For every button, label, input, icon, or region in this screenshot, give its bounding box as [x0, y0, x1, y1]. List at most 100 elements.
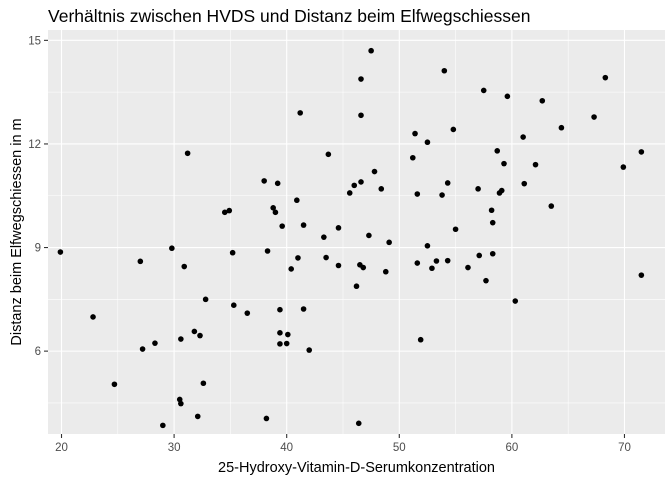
data-point: [424, 243, 431, 249]
data-point: [300, 222, 307, 228]
data-point: [539, 97, 546, 104]
data-point: [272, 209, 279, 216]
x-tick-label: 50: [393, 442, 406, 454]
data-point: [358, 179, 364, 185]
data-point: [160, 422, 166, 429]
data-point: [504, 93, 511, 100]
data-point: [498, 187, 505, 194]
data-point: [483, 277, 489, 284]
data-point: [294, 197, 300, 204]
data-point: [226, 207, 233, 214]
data-point: [602, 74, 609, 81]
data-point: [264, 248, 271, 254]
data-point: [414, 260, 421, 266]
data-point: [295, 255, 301, 261]
data-point: [325, 151, 332, 158]
data-point: [382, 268, 389, 275]
major-gridlines: [48, 30, 665, 434]
data-point: [386, 239, 392, 246]
data-point: [355, 420, 362, 427]
data-point: [558, 124, 565, 131]
data-point: [221, 209, 228, 216]
data-point: [417, 336, 424, 343]
data-point: [358, 112, 364, 119]
data-point: [476, 252, 483, 259]
y-tick-label: 9: [35, 243, 41, 255]
data-point: [475, 186, 481, 192]
data-point: [200, 380, 207, 387]
data-point: [521, 180, 528, 187]
data-point: [297, 110, 304, 116]
data-points: [57, 47, 645, 429]
data-point: [494, 148, 501, 154]
data-point: [274, 180, 281, 187]
x-tick-label: 20: [55, 442, 68, 454]
data-point: [306, 347, 313, 353]
data-point: [465, 264, 471, 271]
data-point: [548, 203, 555, 209]
data-point: [323, 254, 329, 261]
data-point: [520, 134, 526, 140]
data-point: [409, 154, 416, 161]
data-point: [229, 249, 236, 256]
data-point: [139, 346, 146, 352]
data-point: [501, 160, 507, 167]
data-point: [270, 205, 276, 211]
y-tick-label: 12: [28, 139, 41, 151]
data-point: [279, 223, 285, 229]
data-point: [194, 413, 201, 420]
data-point: [429, 265, 435, 272]
data-point: [137, 258, 144, 265]
data-point: [424, 139, 431, 146]
data-point: [300, 306, 307, 312]
data-point: [488, 207, 495, 214]
y-axis: 6 9 12 15: [28, 35, 48, 358]
data-point: [244, 310, 251, 316]
data-point: [532, 161, 539, 168]
plot-panel: [48, 30, 665, 434]
x-axis: 20 30 40 50 60 70: [55, 434, 631, 454]
data-point: [489, 250, 496, 257]
data-point: [263, 415, 270, 422]
x-tick-label: 30: [168, 442, 181, 454]
y-tick-label: 6: [35, 346, 41, 358]
x-tick-label: 70: [618, 442, 631, 454]
data-point: [283, 340, 290, 347]
data-point: [261, 178, 267, 184]
y-tick-label: 15: [28, 35, 41, 47]
data-point: [285, 331, 291, 338]
data-point: [441, 67, 448, 74]
data-point: [439, 192, 445, 198]
data-point: [378, 186, 385, 192]
data-point: [277, 306, 283, 313]
data-point: [638, 272, 645, 278]
x-tick-label: 40: [280, 442, 293, 454]
data-point: [351, 182, 358, 189]
data-point: [452, 226, 459, 233]
data-point: [202, 296, 209, 303]
data-point: [321, 234, 327, 240]
data-point: [152, 340, 158, 346]
data-point: [111, 381, 118, 388]
data-point: [346, 190, 353, 196]
data-point: [414, 191, 421, 197]
data-point: [368, 47, 374, 54]
data-point: [90, 314, 96, 320]
chart-title: Verhältnis zwischen HVDS und Distanz bei…: [48, 6, 531, 26]
data-point: [288, 266, 294, 272]
data-point: [169, 245, 175, 252]
data-point: [371, 168, 378, 175]
data-point: [57, 249, 64, 255]
data-point: [444, 180, 451, 186]
data-point: [277, 330, 283, 336]
data-point: [181, 263, 188, 270]
data-point: [184, 150, 191, 157]
data-point: [512, 298, 519, 304]
data-point: [360, 264, 367, 271]
data-point: [450, 126, 457, 133]
data-point: [277, 341, 283, 347]
data-point: [335, 262, 342, 269]
data-point: [489, 219, 496, 226]
x-axis-title: 25-Hydroxy-Vitamin-D-Serumkonzentration: [218, 460, 495, 476]
